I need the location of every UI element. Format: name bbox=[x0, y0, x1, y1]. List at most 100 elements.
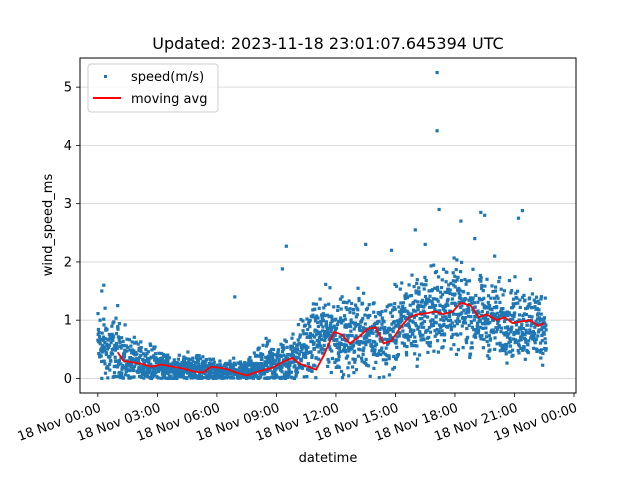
scatter-point bbox=[187, 362, 191, 366]
scatter-point bbox=[125, 349, 129, 353]
scatter-point bbox=[357, 299, 361, 303]
scatter-point bbox=[330, 349, 334, 353]
scatter-point bbox=[353, 321, 357, 325]
scatter-point bbox=[101, 343, 105, 348]
scatter-point bbox=[449, 328, 453, 332]
scatter-point bbox=[519, 338, 523, 342]
scatter-point bbox=[329, 330, 333, 334]
scatter-point bbox=[359, 340, 363, 344]
scatter-point bbox=[403, 294, 407, 298]
scatter-point bbox=[433, 329, 437, 333]
scatter-point bbox=[265, 356, 269, 360]
scatter-point bbox=[267, 376, 271, 380]
scatter-point bbox=[270, 352, 274, 356]
scatter-point bbox=[108, 368, 112, 372]
scatter-point bbox=[516, 301, 520, 305]
scatter-point bbox=[223, 371, 227, 375]
scatter-point bbox=[333, 360, 337, 365]
scatter-point bbox=[376, 352, 380, 356]
scatter-point bbox=[411, 320, 415, 324]
scatter-point bbox=[437, 207, 441, 212]
scatter-point bbox=[501, 313, 505, 317]
scatter-point bbox=[310, 333, 314, 337]
scatter-point bbox=[520, 334, 524, 338]
scatter-point bbox=[465, 327, 469, 331]
scatter-point bbox=[192, 374, 196, 378]
scatter-point bbox=[416, 327, 420, 331]
scatter-point bbox=[419, 282, 423, 286]
scatter-point bbox=[329, 370, 333, 375]
scatter-point bbox=[457, 296, 462, 300]
scatter-point bbox=[271, 372, 275, 376]
scatter-point bbox=[434, 314, 438, 318]
scatter-point bbox=[524, 312, 528, 317]
scatter-point bbox=[300, 366, 305, 370]
scatter-point bbox=[136, 342, 140, 346]
scatter-point bbox=[544, 347, 548, 351]
scatter-point bbox=[377, 319, 381, 323]
scatter-point bbox=[136, 370, 140, 374]
scatter-point bbox=[347, 349, 351, 353]
scatter-point bbox=[471, 298, 475, 302]
scatter-point bbox=[322, 306, 326, 310]
scatter-point bbox=[422, 305, 426, 309]
scatter-point bbox=[425, 301, 429, 305]
scatter-point bbox=[319, 333, 323, 337]
scatter-point bbox=[365, 306, 369, 310]
scatter-point bbox=[452, 256, 456, 260]
scatter-point bbox=[412, 315, 417, 320]
scatter-point bbox=[271, 348, 276, 352]
scatter-point bbox=[538, 350, 542, 354]
scatter-point bbox=[160, 365, 164, 369]
scatter-point bbox=[128, 369, 132, 373]
scatter-point bbox=[311, 308, 315, 312]
scatter-point bbox=[296, 323, 300, 327]
scatter-point bbox=[201, 361, 205, 365]
scatter-point bbox=[496, 327, 500, 331]
scatter-point bbox=[106, 364, 110, 369]
scatter-point bbox=[292, 359, 296, 363]
scatter-point bbox=[339, 307, 343, 311]
scatter-point bbox=[426, 350, 430, 354]
scatter-point bbox=[169, 374, 173, 378]
scatter-point bbox=[527, 339, 531, 343]
scatter-point bbox=[497, 280, 501, 284]
scatter-point bbox=[422, 319, 426, 324]
scatter-point bbox=[183, 364, 187, 369]
scatter-point bbox=[294, 374, 298, 378]
scatter-point bbox=[383, 325, 387, 330]
scatter-point bbox=[186, 371, 190, 375]
scatter-point bbox=[464, 282, 468, 286]
scatter-point bbox=[528, 296, 532, 300]
moving-avg-layer bbox=[116, 301, 545, 377]
scatter-point bbox=[299, 317, 303, 322]
scatter-point bbox=[343, 317, 347, 321]
scatter-point bbox=[432, 263, 436, 267]
scatter-point bbox=[503, 333, 507, 337]
scatter-point bbox=[333, 333, 337, 337]
scatter-point bbox=[270, 347, 274, 351]
scatter-point bbox=[398, 310, 402, 314]
scatter-point bbox=[268, 368, 272, 372]
scatter-point bbox=[381, 358, 385, 362]
scatter-point bbox=[423, 242, 427, 246]
scatter-point bbox=[503, 317, 507, 321]
scatter-point bbox=[450, 297, 454, 301]
scatter-point bbox=[116, 335, 120, 339]
scatter-point bbox=[285, 364, 289, 368]
scatter-point bbox=[298, 333, 302, 337]
scatter-point bbox=[467, 279, 471, 283]
scatter-point bbox=[108, 354, 112, 359]
scatter-point bbox=[443, 315, 447, 319]
scatter-point bbox=[491, 289, 495, 294]
scatter-point bbox=[494, 330, 498, 334]
scatter-point bbox=[381, 350, 385, 354]
scatter-point bbox=[374, 315, 378, 319]
scatter-point bbox=[161, 368, 165, 372]
scatter-point bbox=[490, 307, 494, 311]
scatter-point bbox=[298, 363, 303, 367]
scatter-point bbox=[357, 296, 361, 301]
scatter-point bbox=[409, 341, 413, 346]
scatter-point bbox=[508, 336, 512, 340]
scatter-point bbox=[486, 300, 490, 305]
